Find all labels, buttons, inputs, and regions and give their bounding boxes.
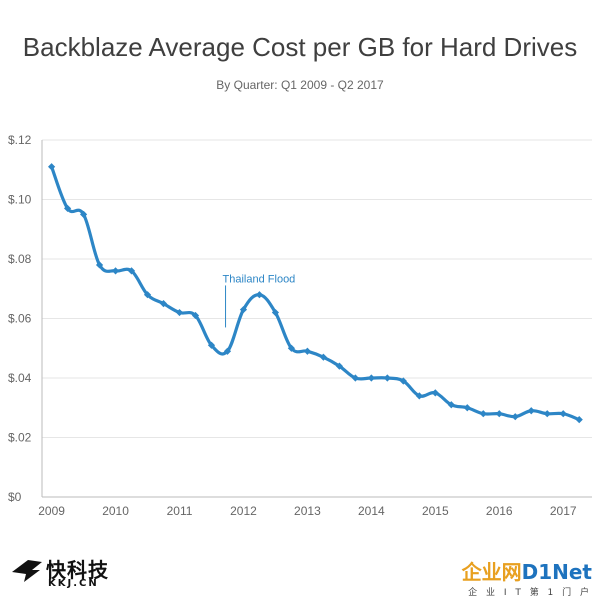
data-point [207,341,216,349]
data-point [143,291,152,299]
data-point [175,308,184,317]
data-point [303,347,312,355]
y-tick-label: $.04 [8,371,32,385]
data-point [335,362,343,370]
data-point [559,410,567,418]
data-point [271,308,280,317]
data-point [527,407,535,415]
y-tick-label: $.08 [8,252,32,266]
x-tick-label: 2010 [102,504,129,518]
y-tick-label: $.12 [8,133,32,147]
y-tick-label: $.06 [8,312,32,326]
x-tick-label: 2011 [167,504,193,518]
y-tick-label: $0 [8,490,22,504]
x-tick-label: 2013 [294,504,321,518]
x-tick-label: 2017 [550,504,577,518]
x-tick-label: 2015 [422,504,449,518]
data-point [79,210,88,218]
bird-logo-icon [12,560,42,582]
data-point [447,401,455,409]
data-point [463,404,471,412]
kkj-watermark-cn: 快科技 [46,558,109,582]
data-point [415,392,423,400]
data-point [159,300,168,308]
annotations: Thailand Flood [223,273,296,328]
data-point [351,374,359,382]
series-line [49,165,581,422]
data-point [223,347,232,355]
annotation-label: Thailand Flood [223,273,296,285]
data-point [495,410,503,418]
data-point [383,374,391,382]
chart-subtitle: By Quarter: Q1 2009 - Q2 2017 [216,78,384,92]
d1net-watermark-cn: 企业网 [461,560,522,584]
series [47,163,583,424]
data-point [431,389,439,397]
y-tick-label: $.02 [8,431,32,445]
d1net-watermark-en: D1Net [521,560,592,584]
x-tick-label: 2016 [486,504,513,518]
chart-title: Backblaze Average Cost per GB for Hard D… [23,32,577,62]
d1net-watermark: 企业网D1Net 企 业 I T 第 1 门 户 [416,556,592,598]
y-tick-label: $.10 [8,193,32,207]
data-point [127,267,136,275]
data-point [575,416,583,424]
data-point [479,410,487,418]
data-point [319,353,327,361]
x-tick-label: 2014 [358,504,385,518]
grid [42,139,592,438]
data-point [63,204,72,213]
x-tick-label: 2009 [38,504,65,518]
kkj-watermark: 快科技 KKJ.CN [10,552,120,594]
axes: $0 $.02 $.04 $.06 $.08 $.10 $.12 2009 2010 2011 20… [8,133,592,518]
kkj-watermark-en: KKJ.CN [48,578,99,589]
data-point [95,261,104,269]
data-point [543,410,551,418]
data-point [191,311,200,320]
data-point [255,291,264,299]
x-tick-label: 2012 [230,504,257,518]
data-point [367,374,375,382]
d1net-watermark-sub: 企 业 I T 第 1 门 户 [468,588,592,598]
data-point [111,267,120,275]
data-point [47,163,56,171]
data-point [399,377,407,385]
data-point [287,344,296,352]
data-point [239,305,248,314]
data-point [511,413,519,421]
